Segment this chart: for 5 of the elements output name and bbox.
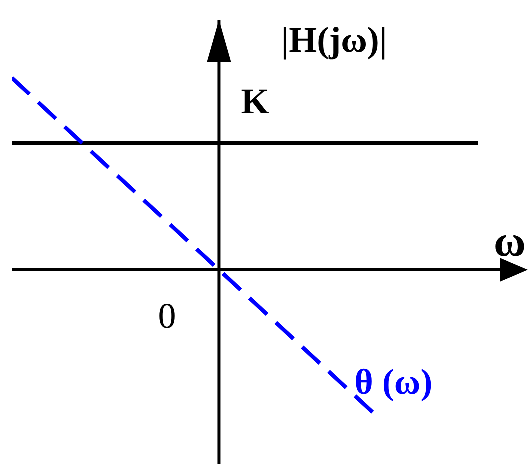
y-axis-title: |H(jω)| xyxy=(281,20,388,60)
annotation: 0 xyxy=(158,296,176,336)
series-label: θ (ω) xyxy=(354,362,433,402)
x-axis-title: ω xyxy=(494,217,526,266)
legend-label: K xyxy=(241,81,270,122)
